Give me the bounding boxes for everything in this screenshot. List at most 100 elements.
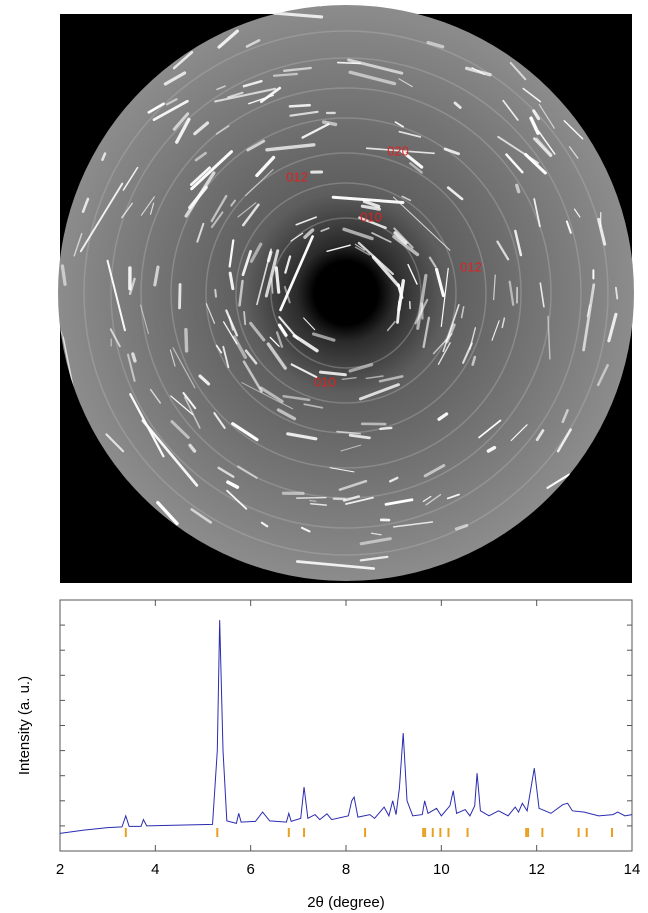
spot — [184, 171, 216, 218]
hkl-label: 010 — [360, 209, 382, 224]
spot — [283, 285, 291, 304]
spot — [533, 198, 541, 228]
spot — [586, 304, 591, 318]
spot — [524, 152, 547, 175]
spot — [486, 445, 497, 453]
spot — [213, 412, 226, 429]
ring — [110, 57, 582, 529]
x-tick-label: 8 — [342, 861, 350, 878]
spot — [341, 376, 357, 380]
spot — [422, 495, 432, 502]
spot — [259, 386, 284, 403]
spot — [434, 267, 445, 298]
spot — [210, 194, 228, 223]
spot — [428, 256, 437, 268]
spot — [190, 150, 233, 191]
spot — [311, 332, 336, 342]
spot — [347, 58, 404, 75]
spot — [256, 248, 272, 306]
spot — [232, 335, 248, 359]
spot — [535, 429, 545, 442]
spot — [384, 498, 414, 506]
spot — [365, 375, 384, 380]
spot — [183, 396, 201, 429]
spot — [249, 321, 266, 342]
spot — [386, 320, 396, 332]
spot — [320, 227, 330, 232]
spot — [460, 306, 465, 319]
spot — [348, 70, 397, 86]
spot — [228, 239, 235, 268]
spot — [573, 208, 581, 218]
spot — [401, 195, 412, 202]
spot — [194, 151, 207, 162]
spot — [407, 263, 418, 285]
spot — [453, 101, 462, 109]
spot — [196, 222, 205, 243]
ring — [170, 117, 522, 469]
spot — [357, 241, 394, 276]
spot — [301, 123, 330, 139]
detector-image — [58, 5, 634, 581]
spot — [514, 229, 523, 257]
spot — [354, 243, 365, 251]
spot — [243, 310, 247, 326]
spot — [226, 489, 248, 510]
spot — [165, 98, 178, 106]
spot — [336, 430, 362, 435]
spot — [358, 216, 387, 230]
x-tick-label: 6 — [246, 861, 254, 878]
spot — [279, 235, 314, 312]
spot — [338, 479, 368, 491]
spot — [354, 246, 370, 256]
spot — [462, 342, 473, 364]
spot — [358, 383, 400, 401]
spot — [393, 227, 414, 249]
spot — [175, 117, 191, 144]
spot — [170, 420, 190, 439]
spot — [265, 143, 316, 152]
spot — [348, 433, 371, 440]
spot — [128, 277, 136, 296]
hkl-label: 010 — [314, 374, 336, 389]
spot — [398, 130, 422, 138]
spot — [371, 232, 392, 243]
spot — [60, 264, 67, 286]
spot — [150, 202, 155, 215]
spot — [189, 166, 211, 186]
spot — [360, 204, 381, 211]
spot — [264, 249, 280, 298]
spot — [248, 94, 274, 105]
spot — [245, 169, 274, 197]
spot — [318, 370, 347, 377]
spot — [260, 521, 269, 528]
spot — [400, 149, 424, 169]
spot — [210, 211, 224, 229]
spot — [392, 521, 434, 528]
spot — [282, 66, 312, 72]
spot — [230, 199, 236, 207]
spot — [309, 499, 317, 502]
spot — [228, 316, 234, 331]
x-tick-label: 4 — [151, 861, 159, 878]
hkl-label: 012 — [286, 169, 308, 184]
hkl-labels: 020 012 010 012 010 — [286, 143, 482, 389]
spot — [437, 342, 451, 366]
spot — [182, 391, 197, 410]
spot — [193, 121, 210, 136]
spot — [169, 349, 176, 367]
spot — [443, 147, 460, 156]
spot — [378, 375, 404, 383]
spot — [217, 29, 239, 49]
spot — [454, 523, 469, 531]
spot — [565, 220, 572, 234]
spot — [269, 336, 280, 347]
spot — [345, 496, 374, 505]
spot — [184, 327, 189, 353]
spot — [109, 328, 121, 348]
spot — [290, 232, 304, 242]
spot — [242, 79, 263, 88]
spot — [244, 349, 258, 365]
spot — [515, 183, 521, 194]
